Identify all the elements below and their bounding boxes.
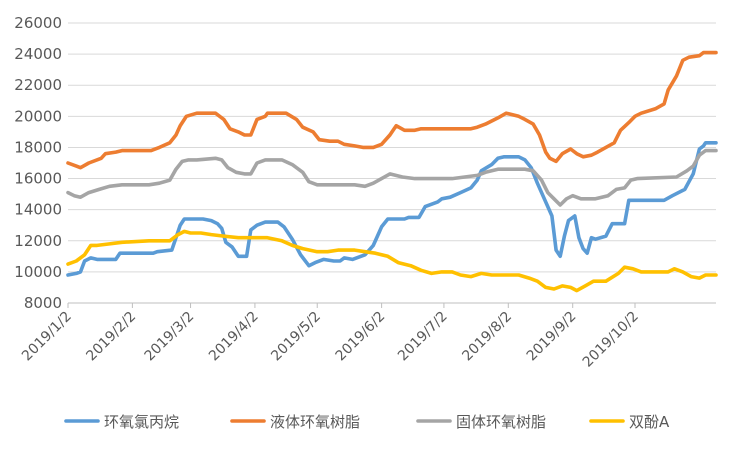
y-tick-label: 20000 xyxy=(14,107,62,125)
y-tick-label: 24000 xyxy=(14,45,62,63)
legend-label-3: 固体环氧树脂 xyxy=(456,413,546,431)
x-tick-label: 2019/4/2 xyxy=(206,309,262,365)
y-tick-label: 22000 xyxy=(14,76,62,94)
x-tick-label: 2019/3/2 xyxy=(142,309,198,365)
series-line-2 xyxy=(66,50,718,170)
x-tick-label: 2019/6/2 xyxy=(333,309,389,365)
x-tick-label: 2019/5/2 xyxy=(268,309,324,365)
legend-label-1: 环氧氯丙烷 xyxy=(104,413,179,431)
series-line-1 xyxy=(66,141,718,277)
y-tick-label: 18000 xyxy=(14,138,62,156)
legend: 环氧氯丙烷 液体环氧树脂 固体环氧树脂 双酚A xyxy=(64,413,670,431)
y-tick-label: 8000 xyxy=(24,294,62,312)
gridlines xyxy=(68,22,716,304)
y-tick-label: 14000 xyxy=(14,201,62,219)
series-line-4 xyxy=(66,229,718,293)
x-tick-label: 2019/10/2 xyxy=(580,309,642,371)
y-tick-label: 10000 xyxy=(14,263,62,281)
y-tick-label: 16000 xyxy=(14,170,62,188)
x-tick-label: 2019/9/2 xyxy=(524,309,580,365)
x-tick-label: 2019/1/2 xyxy=(19,309,75,365)
series-lines xyxy=(66,50,718,293)
y-tick-label: 26000 xyxy=(14,14,62,32)
legend-label-4: 双酚A xyxy=(629,413,670,431)
x-tick-label: 2019/7/2 xyxy=(395,309,451,365)
legend-label-2: 液体环氧树脂 xyxy=(270,413,360,431)
series-line-3 xyxy=(66,148,718,207)
x-tick-label: 2019/2/2 xyxy=(83,309,139,365)
x-tick-label: 2019/8/2 xyxy=(459,309,515,365)
y-axis-ticks: 8000 10000 12000 14000 16000 18000 20000 22000 2… xyxy=(14,14,62,312)
y-tick-label: 12000 xyxy=(14,232,62,250)
x-axis-ticks: 2019/1/2 2019/2/2 2019/3/2 2019/4/2 2019/5/2… xyxy=(19,303,642,371)
